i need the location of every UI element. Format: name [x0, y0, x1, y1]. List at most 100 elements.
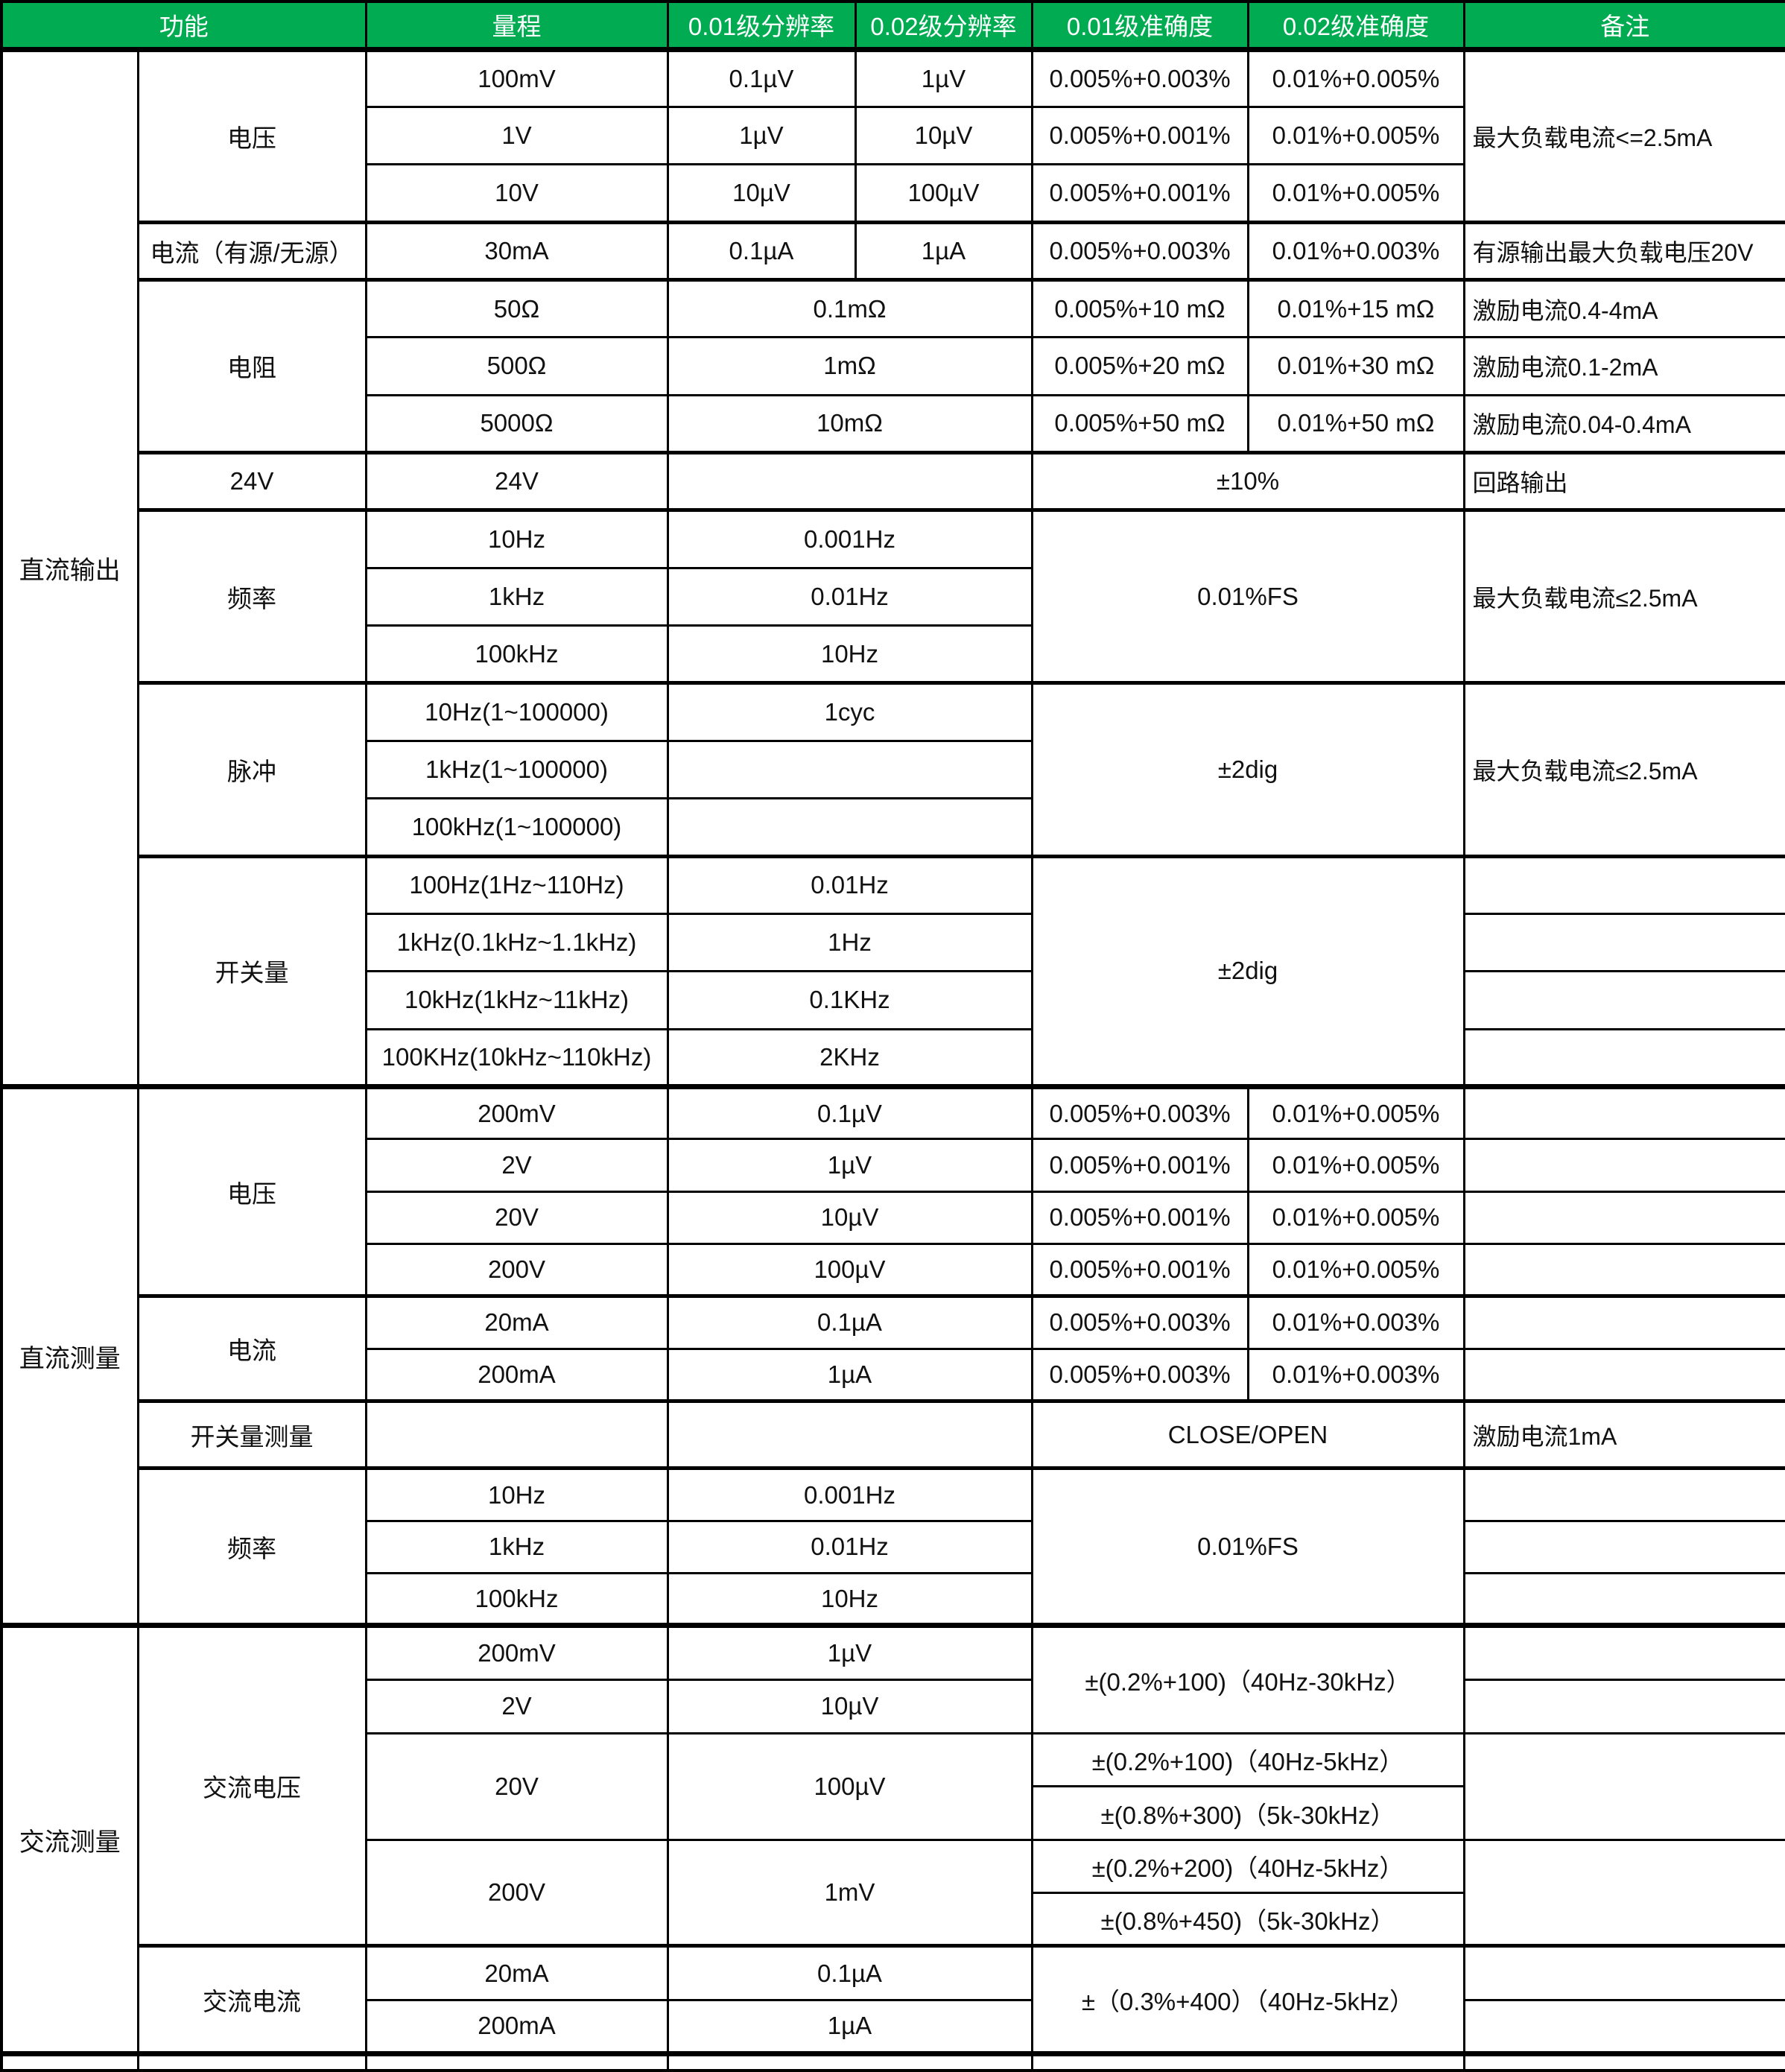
table-row: 1kHz(0.1kHz~1.1kHz) 1Hz [1, 912, 1785, 973]
res-cell: 0.1mΩ [666, 277, 1033, 339]
range-cell: 1kHz [364, 566, 669, 627]
range-cell: 2V [364, 1138, 669, 1193]
range-cell [364, 1398, 669, 1470]
table-row: 24V 24V ±10% 回路输出 [1, 451, 1785, 512]
table-row: 500Ω 1mΩ 0.005%+20 mΩ 0.01%+30 mΩ 激励电流0.… [1, 336, 1785, 396]
res-cell: 0.01Hz [666, 566, 1033, 627]
function-label-frequency: 频率 [136, 1466, 367, 1627]
res-cell: 10µV [854, 105, 1033, 166]
res-cell: 100µV [666, 1732, 1033, 1841]
note-cell [1462, 970, 1785, 1030]
acc-cell: 0.01%+0.003% [1246, 1294, 1465, 1350]
table-row: 2V 10µV [1, 1678, 1785, 1735]
res-cell: 0.1µA [666, 1944, 1033, 2001]
function-label-24v: 24V [136, 451, 367, 512]
acc-cell: 0.01%+15 mΩ [1246, 277, 1465, 339]
note-cell [1462, 2050, 1785, 2072]
res-cell: 0.001Hz [666, 1466, 1033, 1522]
range-cell: 30mA [364, 220, 669, 281]
res-cell: 1µV [854, 48, 1033, 108]
acc-cell: ±(0.2%+100)（40Hz-30kHz） [1030, 1623, 1465, 1735]
table-row: 1kHz 0.01Hz [1, 1519, 1785, 1575]
note-cell [1462, 1838, 1785, 1948]
col-header-res-002: 0.02级分辨率 [854, 0, 1033, 52]
acc-cell: 0.01%+0.005% [1246, 1242, 1465, 1298]
table-row: 20V 10µV 0.005%+0.001% 0.01%+0.005% [1, 1190, 1785, 1245]
acc-cell: 0.01%+30 mΩ [1246, 336, 1465, 396]
table-row: 20V 100µV ±(0.2%+100)（40Hz-5kHz） [1, 1732, 1785, 1841]
acc-cell: 0.005%+20 mΩ [1030, 336, 1249, 396]
note-cell [1462, 1294, 1785, 1350]
table-row: ±(0.8%+450)（5k-30kHz） [1, 1892, 1785, 1948]
section-label-cell [0, 2050, 139, 2072]
res-cell: 10µV [666, 163, 857, 224]
range-cell: 1kHz(1~100000) [364, 739, 669, 800]
res-cell [666, 2050, 1033, 2072]
function-label-voltage: 电压 [136, 1083, 367, 1298]
res-cell: 0.1µA [666, 1294, 1033, 1350]
res-cell: 1µV [666, 1138, 1033, 1193]
note-cell: 激励电流1mA [1462, 1398, 1785, 1470]
col-header-notes: 备注 [1462, 0, 1785, 52]
col-header-acc-001: 0.01级准确度 [1030, 0, 1249, 52]
note-cell [1462, 1623, 1785, 1681]
range-cell: 1kHz [364, 1519, 669, 1575]
res-cell: 0.1µA [666, 220, 857, 281]
range-cell: 20mA [364, 1944, 669, 2001]
function-label-current: 电流 [136, 1294, 367, 1402]
function-label-voltage: 电压 [136, 48, 367, 224]
note-cell [1462, 1998, 1785, 2056]
note-cell [1462, 1347, 1785, 1402]
table-row: 2V 1µV 0.005%+0.001% 0.01%+0.005% [1, 1138, 1785, 1193]
acc-cell: ±（0.3%+400）（40Hz-5kHz） [1030, 1944, 1465, 2056]
range-cell: 20mA [364, 1294, 669, 1350]
range-cell: 200mV [364, 1623, 669, 1681]
res-cell: 10Hz [666, 624, 1033, 685]
acc-cell: 0.005%+0.003% [1030, 1083, 1249, 1141]
note-cell [1462, 1944, 1785, 2001]
table-row: 交流测量 交流电压 200mV 1µV ±(0.2%+100)（40Hz-30k… [0, 1623, 1785, 2056]
res-cell: 0.01Hz [666, 1519, 1033, 1575]
range-cell: 20V [364, 1190, 669, 1245]
table-row: 200V 1mV ±(0.2%+200)（40Hz-5kHz） [1, 1838, 1785, 1948]
range-cell: 10kHz(1kHz~11kHz) [364, 970, 669, 1030]
acc-cell: ±(0.8%+300)（5k-30kHz） [1030, 1785, 1465, 1841]
table-row: 电流（有源/无源） 30mA 0.1µA 1µA 0.005%+0.003% 0… [1, 220, 1785, 281]
table-row: 频率 10Hz 0.001Hz 0.01%FS [1, 1466, 1785, 1627]
table-row: 100kHz 10Hz [1, 1572, 1785, 1627]
note-cell [1462, 854, 1785, 915]
res-cell: 0.001Hz [666, 508, 1033, 569]
note-cell [1462, 1027, 1785, 1088]
res-cell [666, 797, 1033, 858]
note-cell: 最大负载电流≤2.5mA [1462, 681, 1785, 858]
acc-cell: ±(0.2%+200)（40Hz-5kHz） [1030, 1838, 1465, 1895]
note-cell: 激励电流0.1-2mA [1462, 336, 1785, 396]
range-cell: 5000Ω [364, 393, 669, 454]
res-cell: 10Hz [666, 1572, 1033, 1627]
acc-cell [1030, 2050, 1465, 2072]
range-cell: 10Hz [364, 508, 669, 569]
note-cell [1462, 1466, 1785, 1522]
res-cell: 1Hz [666, 912, 1033, 973]
table-row: 200mA 1µA 0.005%+0.003% 0.01%+0.003% [1, 1347, 1785, 1402]
range-cell: 1kHz(0.1kHz~1.1kHz) [364, 912, 669, 973]
table-row-cutoff [0, 2050, 1785, 2072]
table-row: 脉冲 10Hz(1~100000) 1cyc ±2dig 最大负载电流≤2.5m… [1, 681, 1785, 858]
res-cell: 1µA [854, 220, 1033, 281]
table-row: 200V 100µV 0.005%+0.001% 0.01%+0.005% [1, 1242, 1785, 1298]
table-header: 功能 量程 0.01级分辨率 0.02级分辨率 0.01级准确度 0.02级准确… [0, 0, 1785, 52]
table-row: 1V 1µV 10µV 0.005%+0.001% 0.01%+0.005% [1, 105, 1785, 166]
table-row: 1kHz(1~100000) [1, 739, 1785, 800]
function-label-current: 电流（有源/无源） [136, 220, 367, 281]
acc-cell: 0.01%+0.005% [1246, 105, 1465, 166]
table-row: 10kHz(1kHz~11kHz) 0.1KHz [1, 970, 1785, 1030]
col-header-res-001: 0.01级分辨率 [666, 0, 857, 52]
range-cell: 200V [364, 1838, 669, 1948]
table-row: 100kHz 10Hz [1, 624, 1785, 685]
function-label-ac-current: 交流电流 [136, 1944, 367, 2056]
col-header-range: 量程 [364, 0, 669, 52]
range-cell: 10Hz(1~100000) [364, 681, 669, 742]
acc-cell: 0.01%+0.005% [1246, 1138, 1465, 1193]
res-cell: 10mΩ [666, 393, 1033, 454]
note-cell [1462, 1732, 1785, 1841]
